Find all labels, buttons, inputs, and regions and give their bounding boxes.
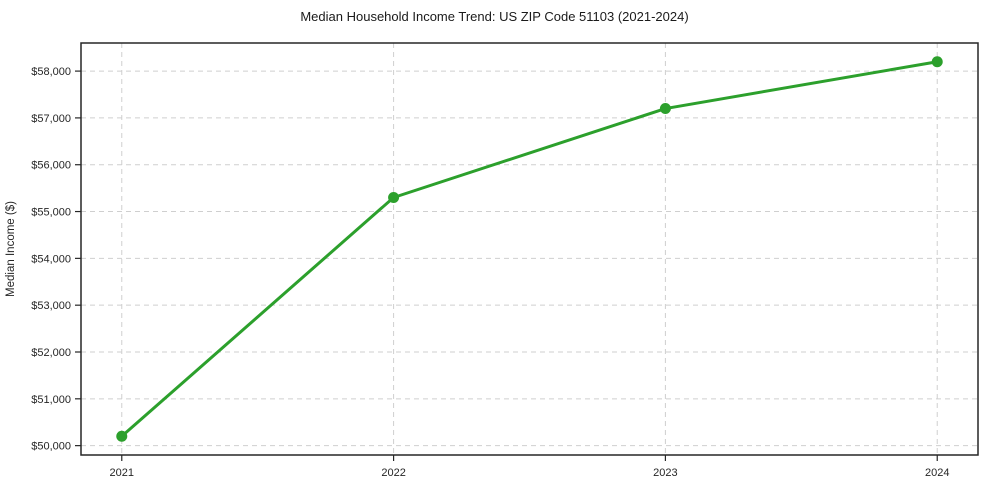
data-point-2021 [116, 430, 128, 442]
data-point-2023 [659, 103, 671, 115]
y-tick-label: $58,000 [31, 66, 71, 78]
y-axis-label: Median Income ($) [5, 201, 17, 297]
y-tick-label: $50,000 [31, 441, 71, 453]
y-tick-label: $55,000 [31, 207, 71, 219]
x-tick-label: 2023 [653, 467, 677, 479]
y-tick-label: $51,000 [31, 394, 71, 406]
x-tick-label: 2024 [925, 467, 949, 479]
y-tick-label: $57,000 [31, 113, 71, 125]
y-tick-label: $52,000 [31, 347, 71, 359]
y-tick-label: $56,000 [31, 160, 71, 172]
data-point-2022 [388, 192, 400, 203]
y-tick-label: $54,000 [31, 253, 71, 265]
income-trend-line [120, 60, 939, 438]
data-point-2024 [931, 56, 943, 68]
x-tick-label: 2021 [110, 467, 134, 479]
chart-title: Median Household Income Trend: US ZIP Co… [300, 9, 689, 24]
plot-border [80, 42, 979, 456]
y-tick-label: $53,000 [31, 300, 71, 312]
x-tick-label: 2022 [381, 467, 405, 479]
